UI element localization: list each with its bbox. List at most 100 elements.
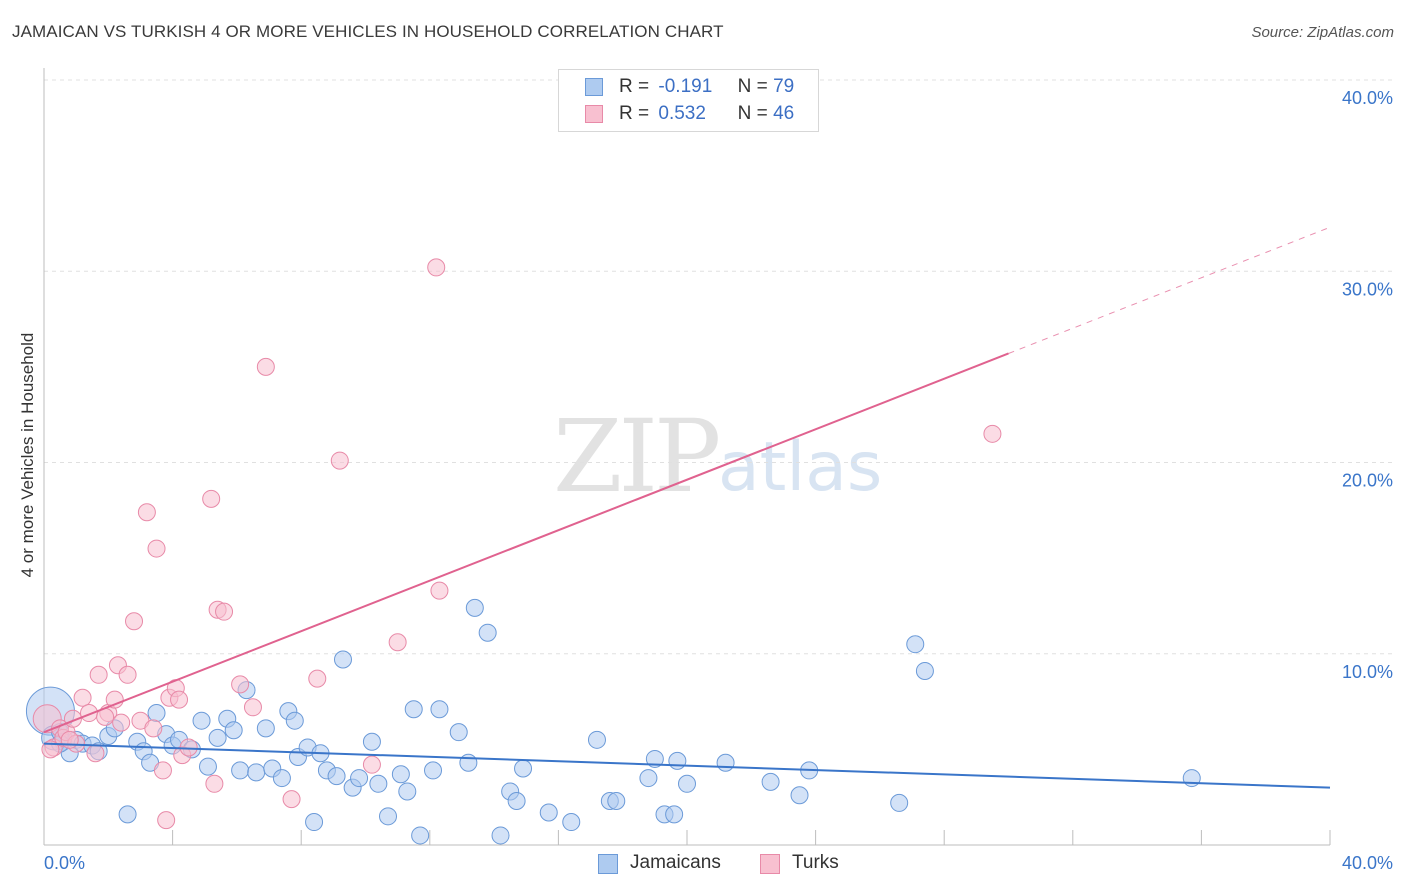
point-jamaicans bbox=[247, 763, 266, 782]
point-turks bbox=[427, 258, 446, 277]
watermark-atlas: atlas bbox=[718, 428, 883, 507]
point-jamaicans bbox=[256, 719, 275, 738]
point-jamaicans bbox=[915, 661, 934, 680]
x-tick-label: 0.0% bbox=[44, 853, 85, 873]
point-jamaicans bbox=[272, 769, 291, 788]
legend-n-value-jamaicans: 79 bbox=[773, 76, 795, 97]
legend-r-value-jamaicans: -0.191 bbox=[658, 76, 713, 97]
point-turks bbox=[243, 698, 262, 717]
point-jamaicans bbox=[639, 769, 658, 788]
point-turks bbox=[86, 744, 105, 763]
legend-r-label: R = bbox=[619, 103, 650, 124]
point-jamaicans bbox=[327, 767, 346, 786]
legend-r-value-turks: 0.532 bbox=[658, 103, 706, 124]
point-jamaicans bbox=[668, 751, 687, 770]
point-jamaicans bbox=[118, 805, 137, 824]
point-jamaicans bbox=[305, 813, 324, 832]
point-turks bbox=[282, 790, 301, 809]
point-jamaicans bbox=[587, 730, 606, 749]
legend-n-label: N = bbox=[737, 76, 768, 97]
point-turks bbox=[112, 713, 131, 732]
point-jamaicans bbox=[607, 792, 626, 811]
point-jamaicans bbox=[369, 774, 388, 793]
point-turks bbox=[202, 489, 221, 508]
point-turks bbox=[157, 811, 176, 830]
point-turks bbox=[308, 669, 327, 688]
point-turks bbox=[430, 581, 449, 600]
point-jamaicans bbox=[379, 807, 398, 826]
point-turks bbox=[118, 665, 137, 684]
point-jamaicans bbox=[514, 759, 533, 778]
point-turks bbox=[60, 730, 79, 749]
point-jamaicans bbox=[665, 805, 684, 824]
point-jamaicans bbox=[333, 650, 352, 669]
point-jamaicans bbox=[539, 803, 558, 822]
bottom-legend-label-jamaicans: Jamaicans bbox=[630, 852, 721, 873]
point-jamaicans bbox=[716, 753, 735, 772]
point-turks bbox=[205, 774, 224, 793]
point-turks bbox=[388, 633, 407, 652]
legend: R = -0.191 N = 79 R = 0.532 N = 46 bbox=[558, 69, 819, 132]
point-jamaicans bbox=[362, 732, 381, 751]
point-jamaicans bbox=[906, 635, 925, 654]
x-tick-label: 40.0% bbox=[1342, 853, 1393, 873]
bottom-legend-label-turks: Turks bbox=[792, 852, 839, 873]
y-tick-label: 10.0% bbox=[1342, 662, 1393, 682]
point-jamaicans bbox=[424, 761, 443, 780]
y-tick-label: 20.0% bbox=[1342, 471, 1393, 491]
point-turks bbox=[147, 539, 166, 558]
point-jamaicans bbox=[478, 623, 497, 642]
point-jamaicans bbox=[147, 704, 166, 723]
point-jamaicans bbox=[449, 723, 468, 742]
legend-swatch-turks bbox=[585, 105, 603, 123]
point-jamaicans bbox=[224, 721, 243, 740]
point-turks bbox=[125, 612, 144, 631]
point-turks bbox=[89, 665, 108, 684]
point-turks bbox=[231, 675, 250, 694]
point-jamaicans bbox=[645, 749, 664, 768]
point-turks bbox=[41, 740, 60, 759]
point-jamaicans bbox=[285, 711, 304, 730]
legend-n-value-turks: 46 bbox=[773, 103, 795, 124]
legend-r-label: R = bbox=[619, 76, 650, 97]
point-jamaicans bbox=[198, 757, 217, 776]
point-jamaicans bbox=[411, 826, 430, 845]
point-turks bbox=[73, 688, 92, 707]
point-jamaicans bbox=[459, 753, 478, 772]
point-turks bbox=[983, 424, 1002, 443]
point-turks bbox=[256, 357, 275, 376]
trendline-extension-turks bbox=[1008, 226, 1331, 354]
source-label: Source: ZipAtlas.com bbox=[1251, 24, 1394, 41]
point-turks bbox=[215, 602, 234, 621]
point-turks bbox=[153, 761, 172, 780]
point-turks bbox=[330, 451, 349, 470]
point-turks bbox=[137, 503, 156, 522]
y-tick-label: 40.0% bbox=[1342, 88, 1393, 108]
chart-title: JAMAICAN VS TURKISH 4 OR MORE VEHICLES I… bbox=[12, 22, 724, 41]
bottom-legend-swatch-jamaicans bbox=[598, 854, 618, 874]
point-jamaicans bbox=[231, 761, 250, 780]
point-jamaicans bbox=[391, 765, 410, 784]
bottom-legend-swatch-turks bbox=[760, 854, 780, 874]
point-jamaicans bbox=[678, 774, 696, 793]
point-turks bbox=[362, 755, 381, 774]
trendline-turks bbox=[43, 352, 1009, 734]
legend-n-label: N = bbox=[737, 103, 768, 124]
point-jamaicans bbox=[208, 728, 227, 747]
point-jamaicans bbox=[562, 813, 581, 832]
point-jamaicans bbox=[192, 711, 211, 730]
point-jamaicans bbox=[350, 769, 369, 788]
point-jamaicans bbox=[761, 772, 780, 791]
legend-swatch-jamaicans bbox=[585, 78, 603, 96]
watermark-zip: ZIP bbox=[553, 398, 721, 515]
y-tick-label: 30.0% bbox=[1342, 279, 1393, 299]
point-jamaicans bbox=[398, 782, 417, 801]
point-turks bbox=[144, 719, 163, 738]
point-jamaicans bbox=[491, 826, 510, 845]
point-jamaicans bbox=[404, 700, 423, 719]
point-jamaicans bbox=[890, 793, 909, 812]
point-turks bbox=[105, 690, 124, 709]
point-jamaicans bbox=[465, 598, 484, 617]
y-axis-label: 4 or more Vehicles in Household bbox=[18, 332, 37, 578]
